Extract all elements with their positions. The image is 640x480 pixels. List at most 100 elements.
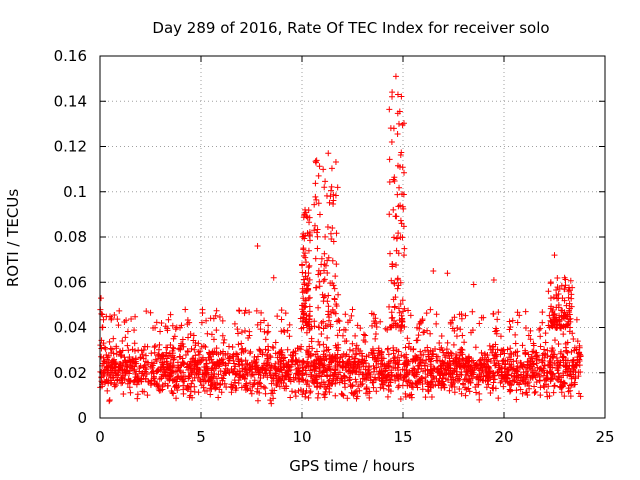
data-point xyxy=(395,230,402,237)
data-point xyxy=(518,362,525,369)
data-point xyxy=(322,262,329,269)
data-point xyxy=(156,382,163,389)
data-point xyxy=(567,324,574,331)
data-point xyxy=(253,362,260,369)
data-point xyxy=(448,382,455,389)
data-point xyxy=(325,303,332,310)
data-point xyxy=(349,340,356,347)
data-point xyxy=(495,309,502,316)
data-point xyxy=(315,172,322,179)
data-point xyxy=(323,344,330,351)
data-point xyxy=(514,353,521,360)
data-point xyxy=(452,362,459,369)
data-point xyxy=(401,361,408,368)
data-point xyxy=(567,382,574,389)
data-point xyxy=(180,382,187,389)
data-point xyxy=(456,311,463,318)
data-point xyxy=(287,374,294,381)
data-point xyxy=(163,344,170,351)
data-point xyxy=(392,354,399,361)
data-point xyxy=(313,357,320,364)
data-point xyxy=(170,362,177,369)
data-point xyxy=(551,337,558,344)
data-point xyxy=(342,364,349,371)
data-point xyxy=(246,350,253,357)
data-point xyxy=(548,322,555,329)
data-point xyxy=(274,354,281,361)
data-point xyxy=(540,372,547,379)
data-point xyxy=(411,372,418,379)
data-point xyxy=(306,219,313,226)
data-point xyxy=(267,367,274,374)
data-point xyxy=(232,363,239,370)
data-point xyxy=(187,362,194,369)
data-point xyxy=(470,357,477,364)
data-point xyxy=(336,362,343,369)
data-point xyxy=(572,375,579,382)
data-point xyxy=(557,348,564,355)
data-point xyxy=(327,193,334,200)
data-point xyxy=(441,352,448,359)
data-point xyxy=(184,317,191,324)
data-point xyxy=(485,381,492,388)
data-point xyxy=(390,296,397,303)
data-point xyxy=(131,340,138,347)
data-point xyxy=(347,383,354,390)
data-point xyxy=(399,366,406,373)
data-point xyxy=(214,359,221,366)
data-point xyxy=(550,389,557,396)
data-point xyxy=(185,334,192,341)
data-point xyxy=(421,362,428,369)
data-point xyxy=(577,393,584,400)
data-point xyxy=(392,213,399,220)
data-point xyxy=(555,377,562,384)
data-point xyxy=(395,305,402,312)
data-point xyxy=(412,373,419,380)
data-point xyxy=(425,381,432,388)
data-point xyxy=(433,357,440,364)
data-point xyxy=(475,365,482,372)
data-point xyxy=(149,364,156,371)
data-point xyxy=(398,322,405,329)
data-point xyxy=(324,257,331,264)
data-point xyxy=(138,347,145,354)
data-point xyxy=(412,380,419,387)
data-point xyxy=(571,379,578,386)
data-point xyxy=(389,89,396,96)
data-point xyxy=(292,370,299,377)
data-point xyxy=(197,366,204,373)
data-point xyxy=(341,373,348,380)
data-point xyxy=(547,305,554,312)
data-point xyxy=(401,245,408,252)
data-point xyxy=(328,358,335,365)
data-point xyxy=(565,318,572,325)
data-point xyxy=(563,364,570,371)
data-point xyxy=(141,343,148,350)
data-point xyxy=(463,376,470,383)
data-point xyxy=(332,273,339,280)
data-point xyxy=(188,345,195,352)
data-point xyxy=(187,365,194,372)
data-point xyxy=(527,327,534,334)
data-point xyxy=(546,358,553,365)
data-point xyxy=(543,389,550,396)
data-point xyxy=(370,384,377,391)
data-point xyxy=(352,332,359,339)
data-point xyxy=(134,391,141,398)
data-point xyxy=(268,390,275,397)
data-point xyxy=(312,351,319,358)
data-point xyxy=(562,312,569,319)
data-point xyxy=(253,359,260,366)
data-point xyxy=(170,390,177,397)
data-point xyxy=(196,351,203,358)
data-point xyxy=(507,350,514,357)
data-point xyxy=(325,317,332,324)
data-point xyxy=(216,386,223,393)
data-point xyxy=(393,262,400,269)
data-point xyxy=(207,353,214,360)
data-point xyxy=(210,336,217,343)
data-point xyxy=(509,317,516,324)
data-point xyxy=(310,361,317,368)
data-point xyxy=(194,365,201,372)
